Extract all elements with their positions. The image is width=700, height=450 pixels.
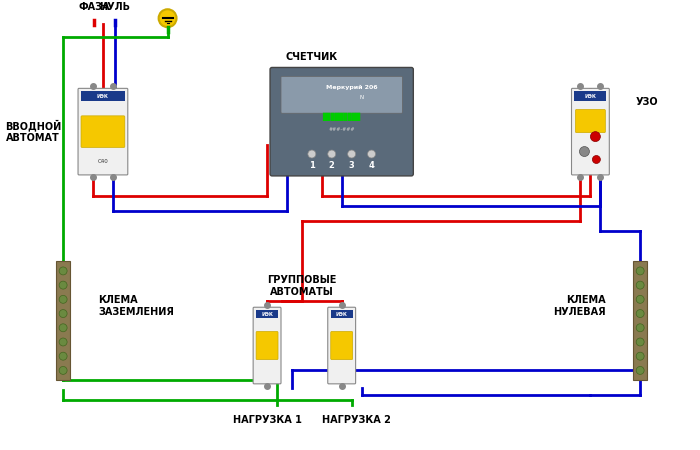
FancyBboxPatch shape [281, 76, 402, 113]
Circle shape [308, 150, 316, 158]
Circle shape [59, 338, 67, 346]
Text: N: N [360, 95, 363, 100]
Bar [634, 261, 647, 380]
Text: ###-###: ###-### [328, 126, 355, 132]
Text: 2: 2 [329, 162, 335, 171]
Bar [81, 91, 125, 101]
Bar [256, 310, 278, 318]
Text: ИЭК: ИЭК [261, 312, 273, 317]
Text: 3: 3 [349, 162, 354, 171]
Text: Меркурий 206: Меркурий 206 [326, 85, 377, 90]
Text: НУЛЬ: НУЛЬ [99, 2, 130, 12]
Circle shape [159, 9, 176, 27]
Circle shape [59, 281, 67, 289]
Circle shape [59, 324, 67, 332]
FancyBboxPatch shape [253, 307, 281, 384]
FancyBboxPatch shape [270, 68, 413, 176]
Text: СЧЕТЧИК: СЧЕТЧИК [286, 52, 338, 62]
Text: ВВОДНОЙ
АВТОМАТ: ВВОДНОЙ АВТОМАТ [5, 120, 62, 143]
Text: ГРУППОВЫЕ
АВТОМАТЫ: ГРУППОВЫЕ АВТОМАТЫ [267, 275, 337, 297]
Circle shape [59, 295, 67, 303]
Circle shape [59, 310, 67, 318]
Circle shape [59, 366, 67, 374]
FancyBboxPatch shape [571, 88, 609, 175]
FancyBboxPatch shape [256, 332, 278, 360]
Circle shape [636, 352, 644, 360]
Text: ФАЗА: ФАЗА [78, 2, 110, 12]
Circle shape [636, 324, 644, 332]
Circle shape [580, 147, 589, 157]
Circle shape [59, 267, 67, 275]
Circle shape [636, 366, 644, 374]
Text: КЛЕМА
НУЛЕВАЯ: КЛЕМА НУЛЕВАЯ [553, 295, 606, 316]
Circle shape [59, 352, 67, 360]
Text: НАГРУЗКА 1: НАГРУЗКА 1 [232, 415, 302, 425]
Circle shape [590, 132, 601, 142]
Circle shape [348, 150, 356, 158]
Text: 4: 4 [369, 162, 375, 171]
Text: ИЭК: ИЭК [97, 94, 109, 99]
Bar [575, 91, 606, 101]
Circle shape [636, 295, 644, 303]
Text: КЛЕМА
ЗАЗЕМЛЕНИЯ: КЛЕМА ЗАЗЕМЛЕНИЯ [98, 295, 174, 316]
Circle shape [328, 150, 336, 158]
FancyBboxPatch shape [78, 88, 128, 175]
Text: ИЭК: ИЭК [584, 94, 596, 99]
Bar [56, 261, 70, 380]
Text: █████████: █████████ [323, 113, 360, 122]
FancyBboxPatch shape [330, 332, 353, 360]
FancyBboxPatch shape [575, 109, 606, 133]
Text: 1: 1 [309, 162, 315, 171]
Text: НАГРУЗКА 2: НАГРУЗКА 2 [322, 415, 391, 425]
FancyBboxPatch shape [81, 116, 125, 148]
Bar [330, 310, 353, 318]
FancyBboxPatch shape [328, 307, 356, 384]
Circle shape [592, 156, 601, 163]
Circle shape [636, 267, 644, 275]
Circle shape [636, 281, 644, 289]
Text: C40: C40 [97, 159, 108, 165]
Circle shape [636, 310, 644, 318]
Circle shape [636, 338, 644, 346]
Circle shape [368, 150, 375, 158]
Text: ИЭК: ИЭК [336, 312, 348, 317]
Text: УЗО: УЗО [635, 97, 658, 107]
